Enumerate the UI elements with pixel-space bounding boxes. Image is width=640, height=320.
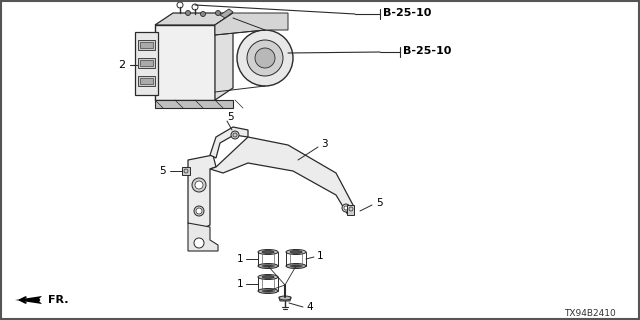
Polygon shape	[188, 223, 218, 251]
Polygon shape	[138, 58, 155, 68]
Polygon shape	[138, 76, 155, 86]
Circle shape	[342, 204, 350, 212]
Ellipse shape	[258, 250, 278, 254]
Circle shape	[195, 181, 203, 189]
Text: FR.: FR.	[48, 295, 68, 305]
Polygon shape	[155, 100, 233, 108]
FancyArrowPatch shape	[20, 297, 39, 303]
Ellipse shape	[290, 251, 302, 253]
Text: 5: 5	[227, 112, 234, 122]
Text: 5: 5	[376, 198, 383, 208]
Circle shape	[194, 206, 204, 216]
Text: B-25-10: B-25-10	[383, 8, 431, 18]
Text: 3: 3	[321, 139, 328, 149]
Ellipse shape	[258, 289, 278, 293]
Polygon shape	[210, 137, 353, 215]
Polygon shape	[138, 40, 155, 50]
Text: 1: 1	[236, 254, 243, 264]
Circle shape	[200, 12, 205, 17]
Polygon shape	[279, 297, 291, 301]
Text: 5: 5	[159, 166, 166, 176]
Circle shape	[194, 238, 204, 248]
Polygon shape	[140, 42, 153, 48]
Polygon shape	[215, 13, 233, 100]
Polygon shape	[140, 78, 153, 84]
Polygon shape	[15, 296, 42, 304]
Circle shape	[231, 131, 239, 139]
Bar	[182, 167, 190, 175]
Circle shape	[192, 178, 206, 192]
Ellipse shape	[290, 265, 302, 268]
Text: B-25-10: B-25-10	[403, 46, 451, 56]
Ellipse shape	[258, 263, 278, 268]
Text: 4: 4	[306, 302, 312, 312]
Ellipse shape	[279, 296, 291, 300]
Bar	[347, 205, 354, 215]
Text: TX94B2410: TX94B2410	[564, 308, 616, 317]
Ellipse shape	[262, 265, 274, 268]
Circle shape	[247, 40, 283, 76]
Polygon shape	[155, 13, 233, 25]
Polygon shape	[210, 127, 248, 158]
Polygon shape	[215, 13, 288, 35]
Ellipse shape	[286, 263, 306, 268]
Circle shape	[344, 206, 348, 210]
Polygon shape	[188, 155, 216, 227]
Polygon shape	[155, 25, 215, 100]
Text: 2: 2	[118, 60, 125, 70]
Ellipse shape	[262, 290, 274, 292]
Text: 1: 1	[317, 251, 324, 261]
Text: 1: 1	[236, 279, 243, 289]
Circle shape	[186, 11, 191, 15]
Polygon shape	[220, 9, 233, 18]
Circle shape	[216, 11, 221, 15]
Polygon shape	[135, 32, 158, 95]
Ellipse shape	[262, 276, 274, 278]
Ellipse shape	[286, 250, 306, 254]
Circle shape	[237, 30, 293, 86]
Ellipse shape	[258, 275, 278, 279]
Circle shape	[255, 48, 275, 68]
Ellipse shape	[262, 251, 274, 253]
Polygon shape	[140, 60, 153, 66]
Circle shape	[196, 208, 202, 214]
